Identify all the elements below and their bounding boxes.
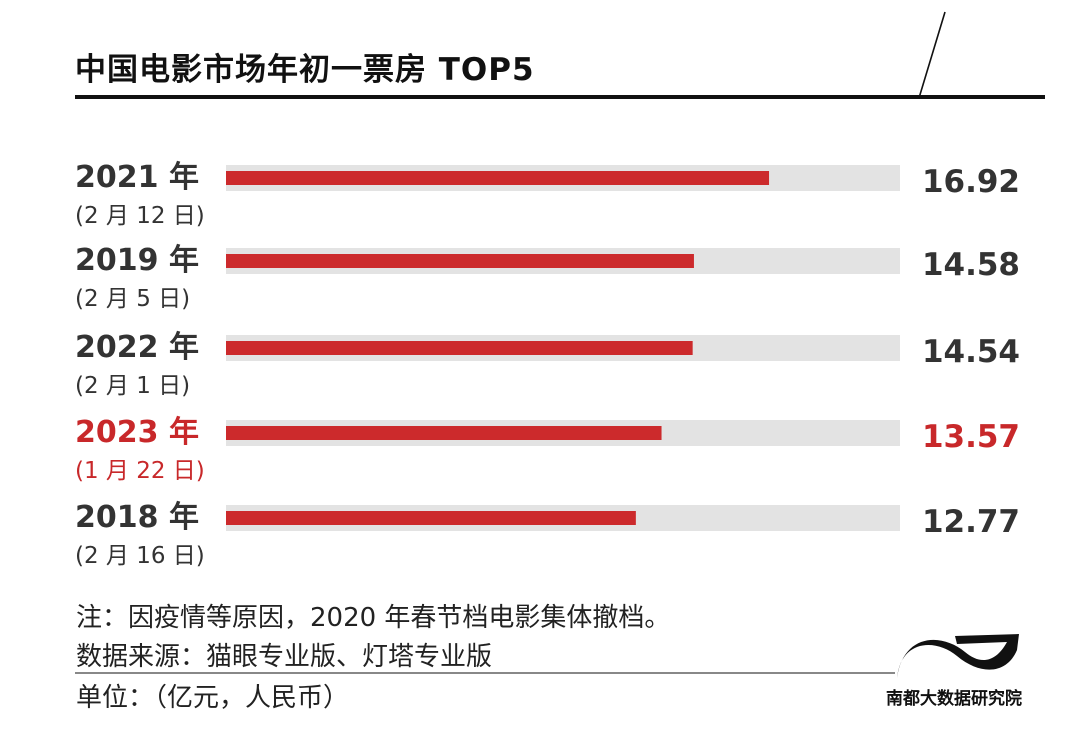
unit-divider: [75, 672, 895, 674]
date-sublabel: (2 月 16 日): [75, 543, 205, 569]
logo-text: 南都大数据研究院: [886, 689, 1022, 709]
date-sublabel: (2 月 1 日): [75, 373, 190, 399]
value-label: 12.77: [922, 504, 1020, 540]
bar: [226, 426, 662, 440]
category-label: 2022 年: [75, 330, 199, 365]
slash-decoration-icon: [918, 11, 946, 99]
unit-label: 单位：（亿元，人民币）: [76, 683, 350, 713]
category-label: 2018 年: [75, 500, 199, 535]
data-source: 数据来源：猫眼专业版、灯塔专业版: [76, 642, 493, 672]
chart-title: 中国电影市场年初一票房 TOP5: [75, 52, 535, 88]
value-label: 14.58: [922, 247, 1020, 283]
category-label: 2021 年: [75, 160, 199, 195]
value-label: 16.92: [922, 164, 1020, 200]
date-sublabel: (2 月 5 日): [75, 286, 190, 312]
date-sublabel: (1 月 22 日): [75, 458, 205, 484]
footnote: 注：因疫情等原因，2020 年春节档电影集体撤档。: [76, 603, 671, 633]
title-divider: [75, 95, 1045, 99]
bar: [226, 254, 694, 268]
bar: [226, 511, 636, 525]
value-label: 14.54: [922, 334, 1020, 370]
category-label: 2019 年: [75, 243, 199, 278]
date-sublabel: (2 月 12 日): [75, 203, 205, 229]
category-label: 2023 年: [75, 415, 199, 450]
value-label: 13.57: [922, 419, 1020, 455]
bar: [226, 341, 693, 355]
wave-logo-icon: [897, 634, 1019, 678]
bar: [226, 171, 770, 185]
